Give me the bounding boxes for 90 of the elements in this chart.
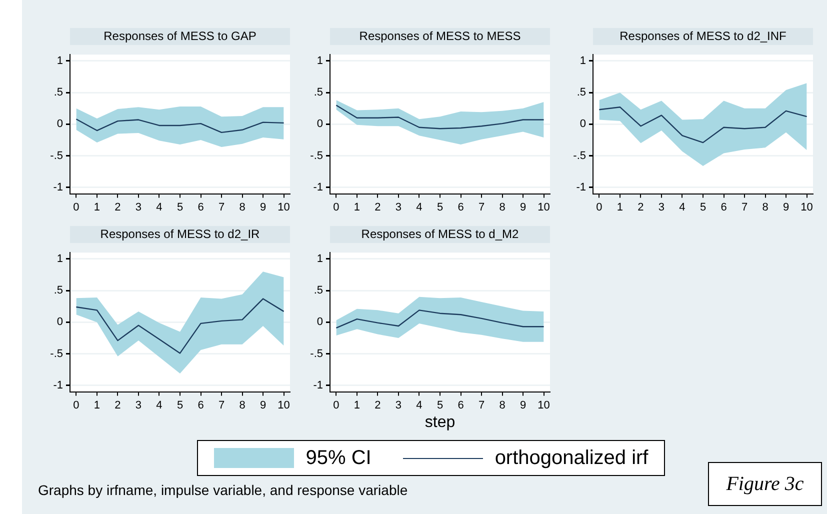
- x-tick-label: 8: [239, 201, 246, 214]
- x-tick-label: 5: [436, 201, 444, 214]
- x-tick-label: 6: [458, 201, 464, 214]
- x-tick-label: 6: [198, 399, 204, 412]
- y-tick-label: 0: [580, 118, 586, 130]
- x-tick-label: 6: [198, 201, 204, 214]
- x-tick-label: 8: [499, 201, 506, 214]
- x-tick-label: 9: [260, 201, 266, 214]
- y-tick-label: 0: [316, 118, 323, 130]
- y-tick-label: .5: [54, 86, 63, 99]
- y-tick-label: .5: [314, 284, 323, 297]
- x-tick-label: 10: [538, 399, 550, 412]
- y-tick-label: 0: [56, 118, 63, 130]
- x-tick-label: 3: [135, 201, 142, 214]
- x-tick-label: 9: [520, 201, 526, 214]
- x-tick-label: 1: [354, 399, 360, 412]
- y-tick-label: 0: [316, 316, 323, 328]
- x-axis-title: step: [424, 414, 456, 432]
- y-tick-label: .5: [314, 86, 323, 99]
- y-tick-label: -1: [313, 182, 323, 194]
- text: 95% CI: [306, 446, 372, 470]
- x-tick-label: 2: [114, 201, 121, 214]
- x-tick-label: 5: [176, 399, 184, 412]
- y-tick-label: 1: [316, 252, 323, 265]
- x-tick-label: 8: [499, 399, 506, 412]
- chart-title: Responses of MESS to GAP: [70, 28, 290, 45]
- x-tick-label: 10: [800, 201, 813, 214]
- y-tick-label: 1: [56, 252, 63, 265]
- x-tick-label: 9: [782, 201, 790, 214]
- y-tick-label: .5: [576, 86, 586, 99]
- y-tick-label: 1: [316, 54, 323, 67]
- y-tick-label: .5: [54, 284, 63, 297]
- x-tick-label: 8: [239, 399, 246, 412]
- x-tick-label: 2: [638, 201, 644, 214]
- x-tick-label: 7: [218, 201, 225, 214]
- y-tick-label: -.5: [573, 150, 586, 162]
- y-tick-label: 1: [580, 54, 586, 67]
- x-tick-label: 10: [538, 201, 550, 214]
- x-tick-label: 1: [354, 201, 360, 214]
- chart-title: Responses of MESS to d2_IR: [70, 226, 290, 243]
- text: Graphs by irfname, impulse variable, and response variable: [38, 482, 408, 498]
- x-tick-label: 0: [333, 201, 340, 214]
- x-tick-label: 3: [135, 399, 142, 412]
- x-tick-label: 1: [616, 201, 624, 214]
- y-tick-label: -.5: [310, 348, 323, 360]
- x-tick-label: 0: [73, 399, 80, 412]
- x-tick-label: 5: [700, 201, 706, 214]
- x-tick-label: 9: [260, 399, 266, 412]
- x-tick-label: 2: [114, 399, 121, 412]
- x-tick-label: 1: [94, 201, 100, 214]
- x-tick-label: 8: [762, 201, 768, 214]
- y-tick-label: -1: [576, 182, 586, 194]
- y-tick-label: -1: [53, 182, 63, 194]
- x-tick-label: 7: [218, 399, 225, 412]
- x-tick-label: 4: [156, 201, 162, 214]
- x-tick-label: 1: [94, 399, 100, 412]
- x-tick-label: 2: [374, 399, 381, 412]
- x-tick-label: 5: [176, 201, 184, 214]
- y-tick-label: -.5: [50, 348, 63, 360]
- x-tick-label: 7: [478, 399, 485, 412]
- chart-title: Responses of MESS to MESS: [330, 28, 550, 45]
- y-tick-label: -.5: [50, 150, 63, 162]
- x-tick-label: 6: [720, 201, 727, 214]
- x-tick-label: 3: [395, 201, 402, 214]
- x-tick-label: 10: [278, 399, 290, 412]
- x-tick-label: 4: [416, 201, 422, 214]
- x-tick-label: 0: [333, 399, 340, 412]
- x-tick-label: 0: [596, 201, 602, 214]
- x-tick-label: 0: [73, 201, 80, 214]
- x-tick-label: 6: [458, 399, 464, 412]
- x-tick-label: 4: [679, 201, 686, 214]
- y-tick-label: 0: [56, 316, 63, 328]
- caption: Figure 3c: [708, 462, 822, 506]
- chart-title: Responses of MESS to d2_INF: [593, 28, 813, 45]
- x-tick-label: 7: [478, 201, 485, 214]
- legend-label: orthogonalized irf: [494, 446, 648, 470]
- y-tick-label: -1: [313, 380, 323, 392]
- y-tick-label: -.5: [310, 150, 323, 162]
- x-tick-label: 5: [436, 399, 444, 412]
- x-tick-label: 3: [658, 201, 665, 214]
- x-tick-label: 10: [278, 201, 290, 214]
- x-tick-label: 7: [741, 201, 748, 214]
- x-tick-label: 4: [416, 399, 422, 412]
- chart-title: Responses of MESS to d_M2: [330, 226, 550, 243]
- y-tick-label: 1: [56, 54, 63, 67]
- x-tick-label: 9: [520, 399, 526, 412]
- y-tick-label: -1: [53, 380, 63, 392]
- x-tick-label: 3: [395, 399, 402, 412]
- x-tick-label: 4: [156, 399, 162, 412]
- x-tick-label: 2: [374, 201, 381, 214]
